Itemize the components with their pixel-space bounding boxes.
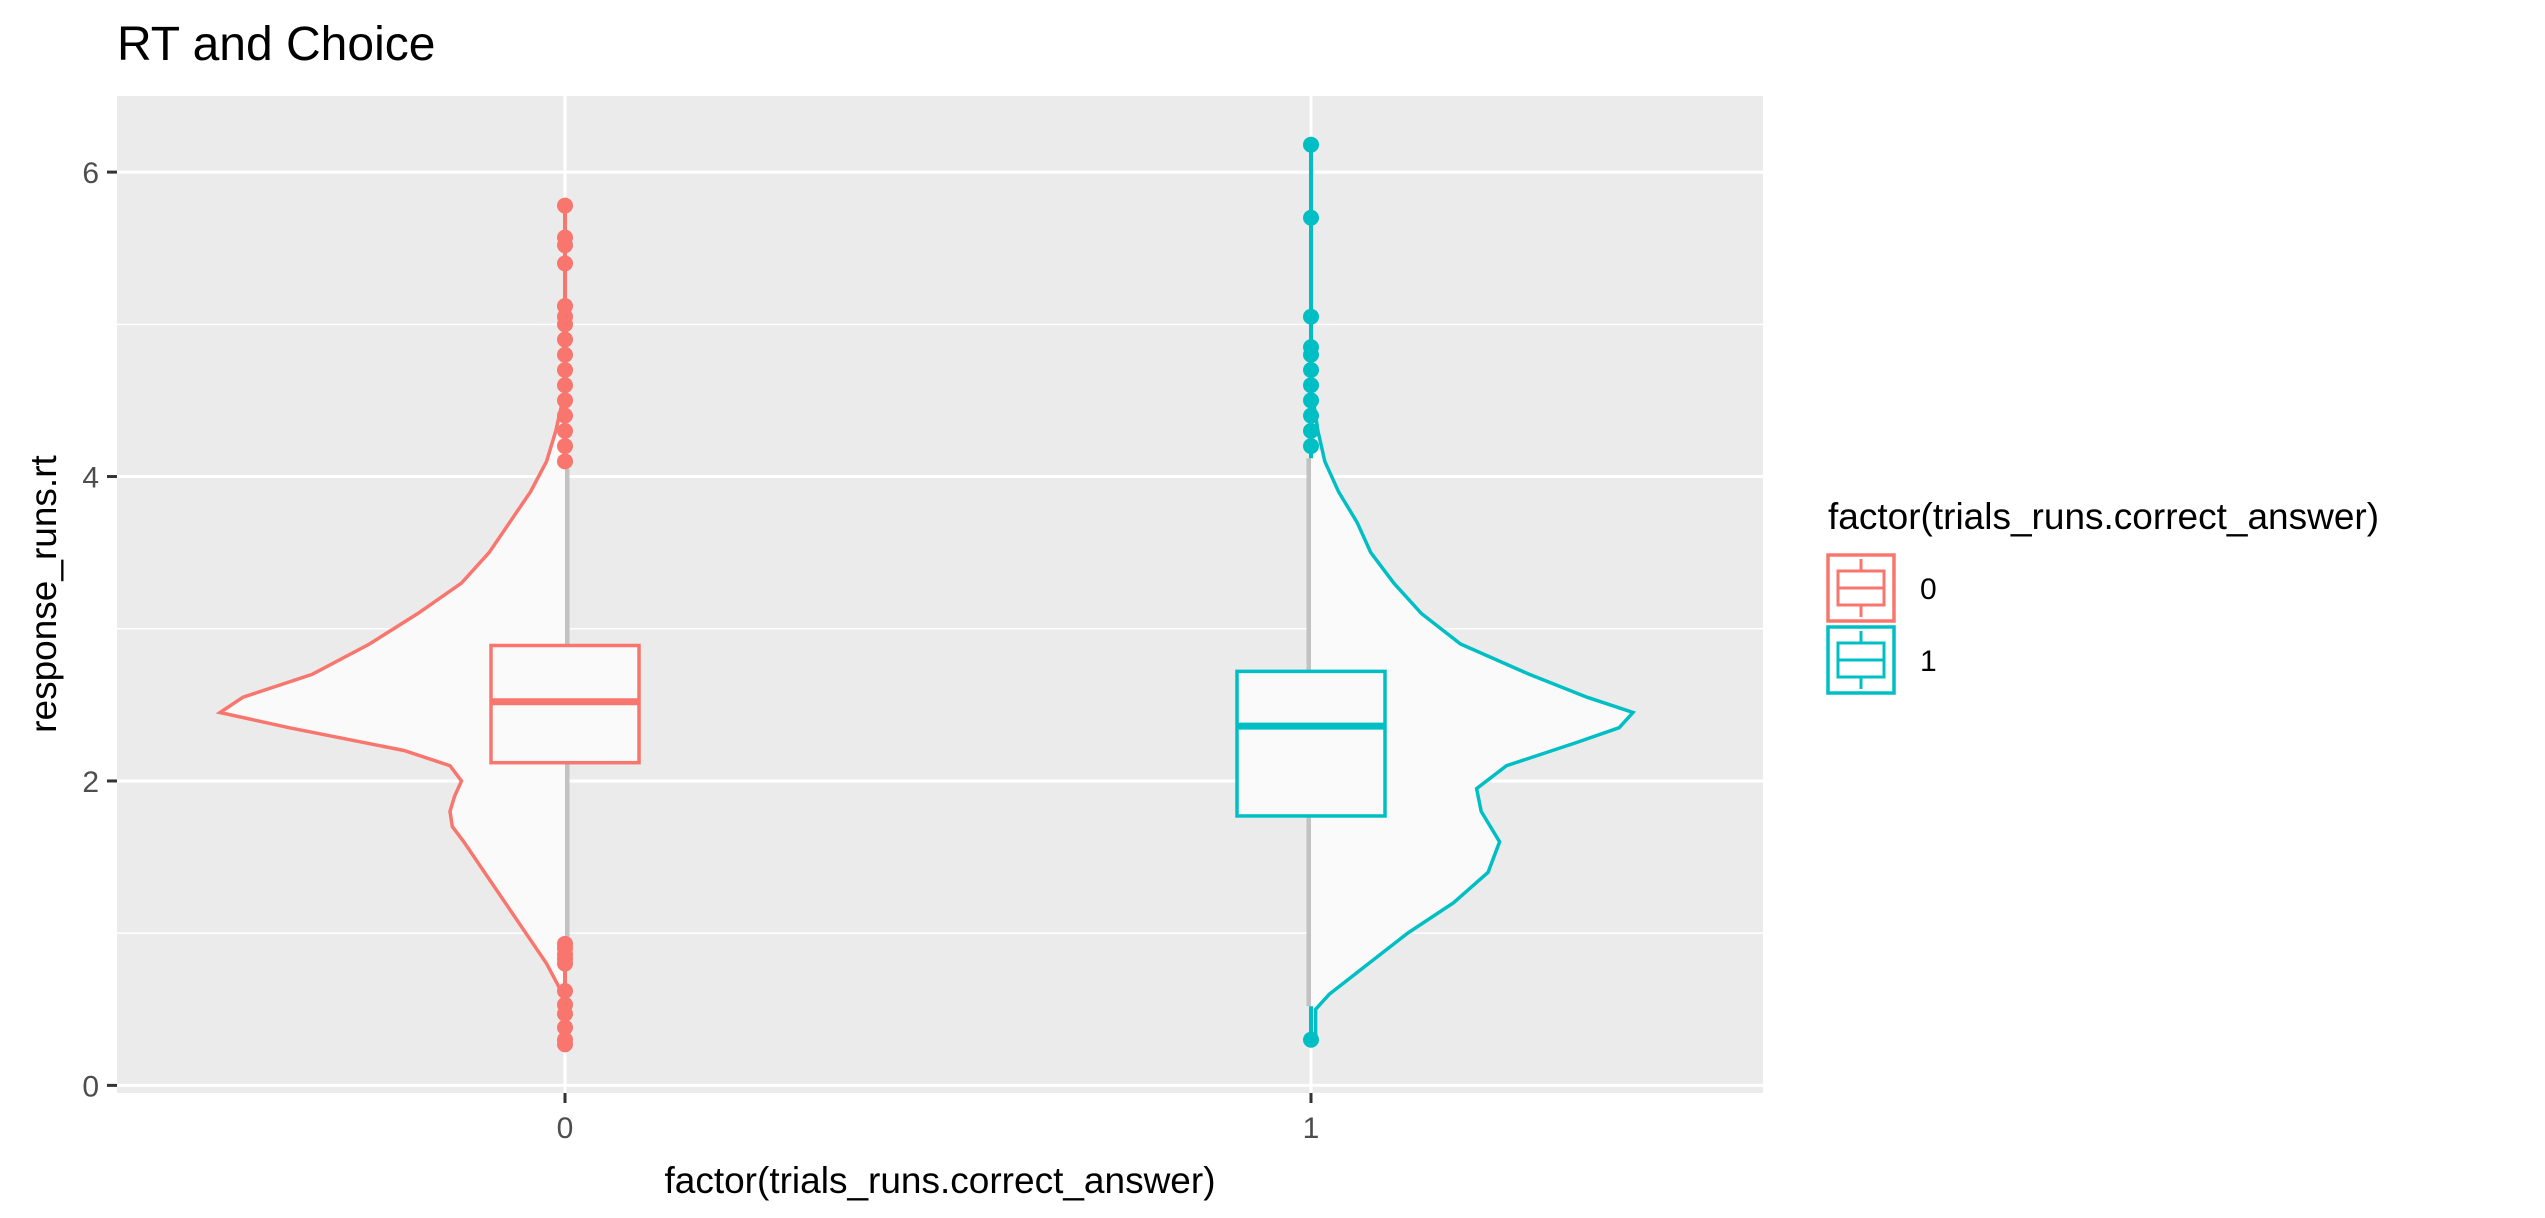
y-tick-label: 0	[82, 1070, 99, 1103]
violin-outline	[1311, 400, 1637, 1040]
outlier-point	[557, 996, 573, 1013]
outlier-point	[557, 377, 573, 394]
outlier-point	[557, 1019, 573, 1036]
outlier-point	[1303, 407, 1319, 424]
violin-fill	[1311, 400, 1633, 1040]
outlier-point	[1303, 308, 1319, 325]
outlier-point	[1303, 339, 1319, 356]
outlier-point	[1303, 136, 1319, 153]
outlier-point	[557, 438, 573, 455]
y-axis-title: response_runs.rt	[23, 454, 64, 732]
outlier-point	[557, 453, 573, 470]
outlier-point	[1303, 361, 1319, 378]
legend-label-1: 1	[1920, 645, 1937, 678]
outlier-point	[557, 331, 573, 348]
outlier-point	[557, 255, 573, 272]
y-tick-label: 4	[82, 462, 99, 495]
outlier-point	[557, 422, 573, 439]
box-iqr	[1235, 669, 1387, 818]
outlier-point	[557, 197, 573, 214]
y-tick-label: 6	[82, 157, 99, 190]
outlier-point	[1303, 209, 1319, 226]
legend-title: factor(trials_runs.correct_answer)	[1828, 496, 2379, 537]
outlier-point	[557, 1031, 573, 1048]
outlier-point	[557, 983, 573, 1000]
violin-outline	[215, 400, 565, 995]
outlier-point	[557, 346, 573, 363]
violin-fill	[220, 400, 565, 995]
outlier-point	[1303, 1031, 1319, 1048]
chart-title: RT and Choice	[117, 18, 435, 71]
plot-panel	[117, 96, 1763, 1093]
outlier-point	[1303, 438, 1319, 455]
y-tick-label: 2	[82, 766, 99, 799]
y-tick-labels: 0 2 4 6	[82, 157, 99, 1103]
outlier-point	[557, 407, 573, 424]
x-axis-title: factor(trials_runs.correct_answer)	[664, 1160, 1215, 1201]
outlier-point	[557, 229, 573, 246]
violins	[215, 400, 1637, 1040]
outlier-point	[1303, 377, 1319, 394]
outlier-point	[1303, 422, 1319, 439]
outlier-point	[1303, 392, 1319, 409]
legend-label-0: 0	[1920, 573, 1937, 606]
outlier-point	[557, 935, 573, 952]
outlier-points	[557, 136, 1319, 1053]
legend: 01	[1826, 553, 1937, 695]
outlier-point	[557, 392, 573, 409]
outlier-point	[557, 298, 573, 315]
axes	[107, 170, 1313, 1103]
x-tick-label: 0	[557, 1112, 574, 1145]
outlier-point	[557, 361, 573, 378]
x-tick-label: 1	[1303, 1112, 1320, 1145]
